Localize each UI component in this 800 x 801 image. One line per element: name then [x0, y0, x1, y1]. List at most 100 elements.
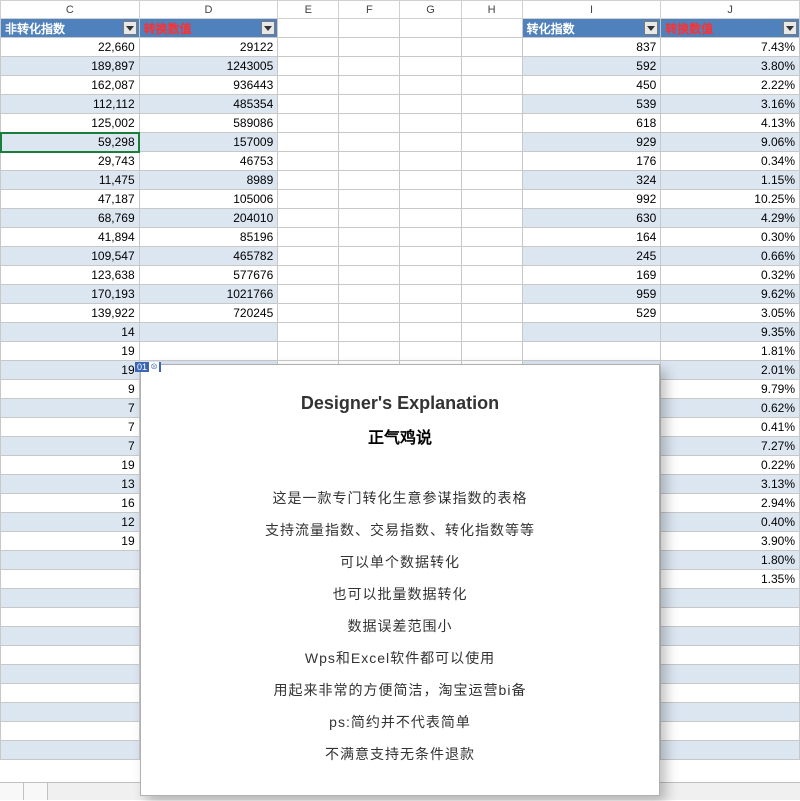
cell[interactable]	[1, 570, 140, 589]
cell[interactable]: 245	[522, 247, 661, 266]
cell[interactable]: 450	[522, 76, 661, 95]
cell[interactable]	[1, 684, 140, 703]
column-letter-header[interactable]: I	[522, 1, 661, 19]
cell[interactable]	[1, 703, 140, 722]
cell[interactable]	[339, 266, 400, 285]
cell[interactable]: 176	[522, 152, 661, 171]
cell[interactable]: 11,475	[1, 171, 140, 190]
cell[interactable]	[661, 589, 800, 608]
table-header-cell[interactable]: 非转化指数	[1, 19, 140, 38]
overlay-close-icon[interactable]: ⮾	[149, 362, 159, 372]
cell[interactable]	[339, 228, 400, 247]
cell[interactable]: 324	[522, 171, 661, 190]
cell[interactable]	[661, 646, 800, 665]
cell[interactable]	[1, 665, 140, 684]
cell[interactable]: 7	[1, 399, 140, 418]
cell[interactable]	[400, 304, 461, 323]
cell[interactable]	[661, 722, 800, 741]
cell[interactable]: 46753	[139, 152, 278, 171]
cell[interactable]: 3.13%	[661, 475, 800, 494]
cell[interactable]: 9	[1, 380, 140, 399]
cell[interactable]: 13	[1, 475, 140, 494]
cell[interactable]: 47,187	[1, 190, 140, 209]
cell[interactable]	[400, 19, 461, 38]
cell[interactable]: 1.35%	[661, 570, 800, 589]
cell[interactable]: 936443	[139, 76, 278, 95]
cell[interactable]: 7	[1, 437, 140, 456]
cell[interactable]	[278, 209, 339, 228]
cell[interactable]: 19	[1, 532, 140, 551]
cell[interactable]: 3.80%	[661, 57, 800, 76]
filter-dropdown-icon[interactable]	[783, 21, 797, 35]
cell[interactable]: 164	[522, 228, 661, 247]
cell[interactable]: 157009	[139, 133, 278, 152]
cell[interactable]	[661, 684, 800, 703]
cell[interactable]	[339, 209, 400, 228]
cell[interactable]	[1, 627, 140, 646]
cell[interactable]: 16	[1, 494, 140, 513]
cell[interactable]: 105006	[139, 190, 278, 209]
cell[interactable]	[339, 190, 400, 209]
cell[interactable]	[339, 38, 400, 57]
cell[interactable]	[278, 342, 339, 361]
cell[interactable]	[461, 57, 522, 76]
cell[interactable]	[400, 209, 461, 228]
cell[interactable]	[400, 57, 461, 76]
cell[interactable]	[278, 114, 339, 133]
cell[interactable]	[661, 741, 800, 760]
cell[interactable]	[278, 38, 339, 57]
cell[interactable]	[400, 133, 461, 152]
cell[interactable]: 7.43%	[661, 38, 800, 57]
cell[interactable]	[461, 133, 522, 152]
cell[interactable]: 68,769	[1, 209, 140, 228]
cell[interactable]	[661, 608, 800, 627]
cell[interactable]: 7.27%	[661, 437, 800, 456]
cell[interactable]: 1.80%	[661, 551, 800, 570]
cell[interactable]: 8989	[139, 171, 278, 190]
cell[interactable]: 0.41%	[661, 418, 800, 437]
cell[interactable]: 0.62%	[661, 399, 800, 418]
cell[interactable]: 929	[522, 133, 661, 152]
cell[interactable]: 19	[1, 456, 140, 475]
cell[interactable]	[461, 95, 522, 114]
cell[interactable]: 1.15%	[661, 171, 800, 190]
cell[interactable]: 539	[522, 95, 661, 114]
cell[interactable]	[278, 19, 339, 38]
cell[interactable]: 529	[522, 304, 661, 323]
cell[interactable]	[400, 323, 461, 342]
cell[interactable]	[661, 703, 800, 722]
cell[interactable]	[461, 304, 522, 323]
cell[interactable]	[1, 551, 140, 570]
column-letter-header[interactable]: H	[461, 1, 522, 19]
cell[interactable]	[278, 323, 339, 342]
cell[interactable]: 992	[522, 190, 661, 209]
overlay-handle[interactable]: 01 ⮾	[135, 362, 161, 372]
cell[interactable]	[1, 608, 140, 627]
cell[interactable]	[278, 304, 339, 323]
cell[interactable]: 1.81%	[661, 342, 800, 361]
sheet-tab[interactable]	[0, 783, 24, 800]
cell[interactable]: 19	[1, 361, 140, 380]
cell[interactable]: 170,193	[1, 285, 140, 304]
cell[interactable]: 0.32%	[661, 266, 800, 285]
filter-dropdown-icon[interactable]	[123, 21, 137, 35]
cell[interactable]: 2.94%	[661, 494, 800, 513]
cell[interactable]: 630	[522, 209, 661, 228]
cell[interactable]	[461, 266, 522, 285]
cell[interactable]: 465782	[139, 247, 278, 266]
cell[interactable]	[400, 342, 461, 361]
filter-dropdown-icon[interactable]	[261, 21, 275, 35]
cell[interactable]: 4.29%	[661, 209, 800, 228]
cell[interactable]	[278, 190, 339, 209]
cell[interactable]	[278, 285, 339, 304]
cell[interactable]	[278, 95, 339, 114]
cell[interactable]	[461, 152, 522, 171]
cell[interactable]	[400, 76, 461, 95]
cell[interactable]	[278, 76, 339, 95]
table-header-cell[interactable]: 转化指数	[522, 19, 661, 38]
cell[interactable]	[461, 171, 522, 190]
cell[interactable]: 29122	[139, 38, 278, 57]
cell[interactable]	[661, 665, 800, 684]
cell[interactable]	[522, 323, 661, 342]
cell[interactable]	[522, 342, 661, 361]
